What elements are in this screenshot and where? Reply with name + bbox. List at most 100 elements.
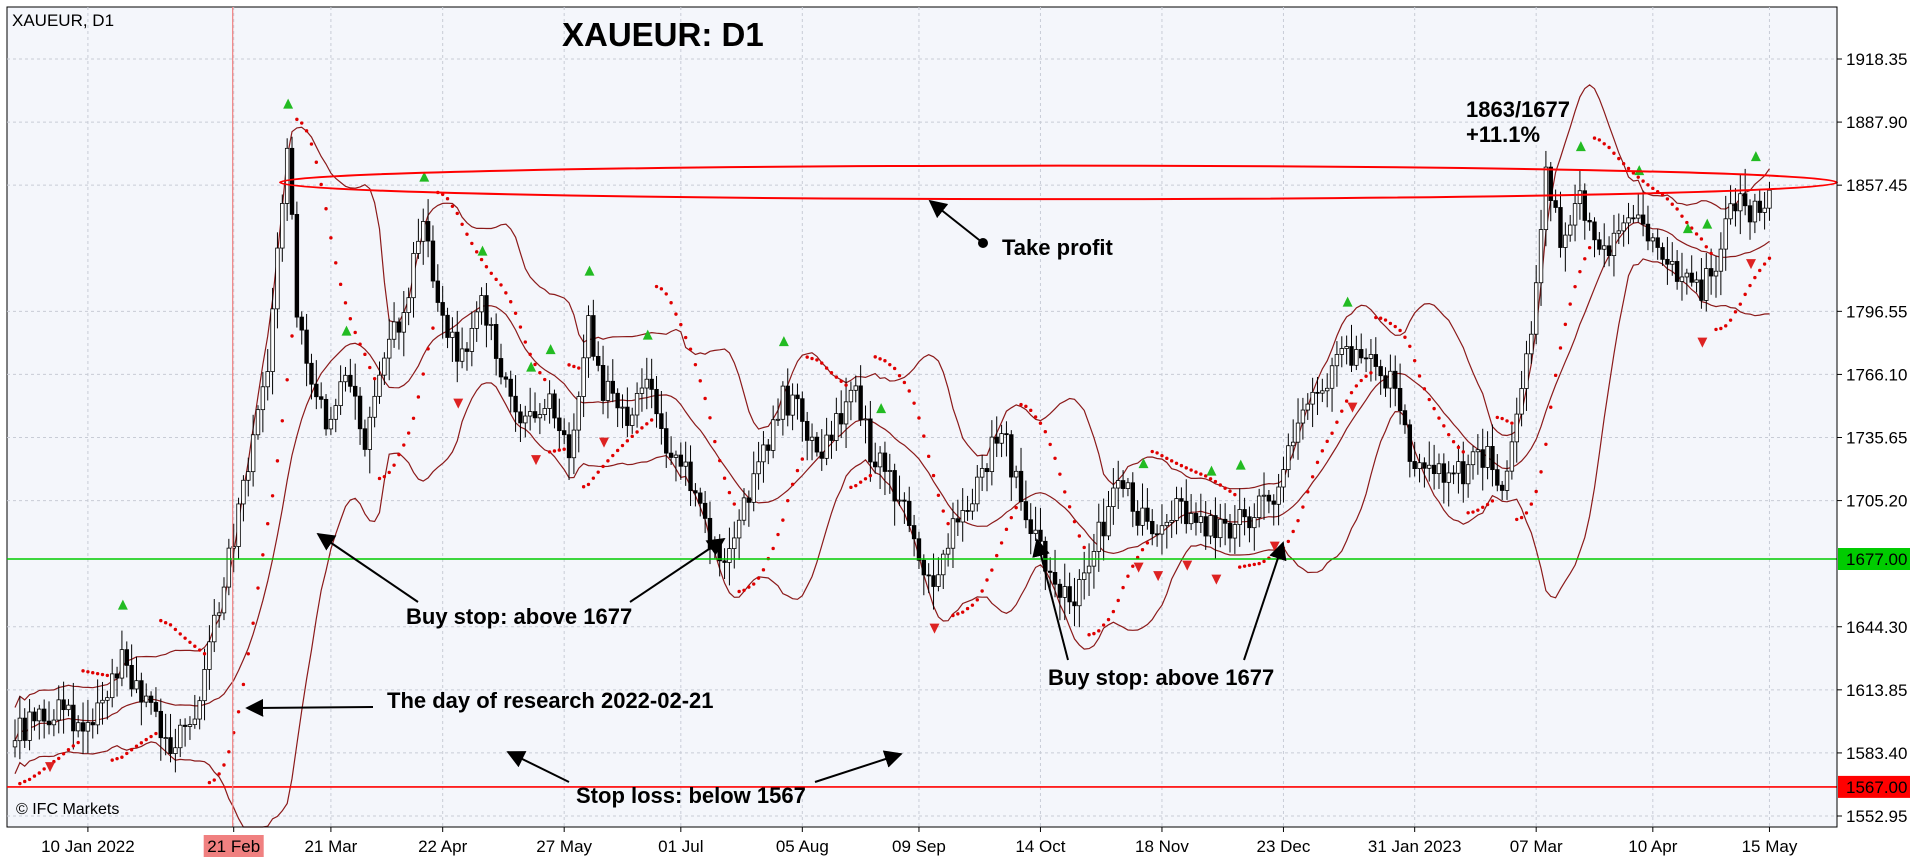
sar-dot	[776, 532, 780, 537]
candle-bull	[163, 737, 168, 739]
candle-bear	[139, 680, 144, 703]
fractal-down-marker: ▼	[930, 621, 940, 636]
candle-bull	[1577, 190, 1583, 205]
candle-bull	[250, 434, 256, 473]
sar-dot	[683, 335, 688, 340]
sar-dot	[1626, 166, 1631, 171]
annotation-arrows	[245, 199, 1287, 783]
candle-bull	[843, 401, 849, 425]
candle-bear	[829, 434, 834, 441]
candle-bear	[994, 436, 999, 444]
candle-bear	[1606, 245, 1612, 257]
sar-dot	[1106, 617, 1111, 622]
sar-dot	[1544, 442, 1548, 446]
sar-dot	[290, 334, 294, 338]
candle-bear	[600, 365, 606, 401]
sar-dot	[1694, 232, 1699, 236]
candle-bull	[1475, 449, 1481, 453]
candle-bear	[1665, 258, 1670, 265]
candle-bear	[1689, 272, 1694, 283]
candle-bull	[989, 436, 995, 473]
sar-dot	[421, 372, 425, 376]
sar-dot	[139, 741, 144, 745]
candle-bull	[1077, 579, 1082, 607]
sar-dot	[1558, 346, 1563, 350]
fractal-up-marker: ▲	[1702, 216, 1712, 231]
sar-dot	[1753, 275, 1757, 280]
sar-dot	[18, 781, 22, 786]
sar-dot	[557, 448, 562, 452]
sar-dot	[620, 443, 625, 448]
sar-dot	[790, 482, 795, 487]
candle-bear	[1393, 370, 1398, 389]
candle-bull	[1427, 464, 1432, 469]
candle-bear	[1490, 446, 1495, 471]
candle-bear	[304, 329, 309, 364]
candle-bear	[493, 324, 499, 359]
y-tick-label: 1796.55	[1846, 302, 1907, 321]
candle-bear	[688, 461, 693, 492]
sar-dot	[1573, 284, 1577, 289]
sar-dot	[1296, 518, 1300, 523]
sar-dot	[1451, 440, 1456, 444]
sar-dot	[664, 292, 668, 296]
sar-dot	[1539, 470, 1543, 474]
sar-dot	[1082, 545, 1086, 550]
candle-bear	[814, 436, 820, 453]
sar-dot	[1490, 499, 1495, 503]
sar-dot	[27, 777, 32, 782]
candle-bull	[260, 386, 266, 411]
sar-dot	[32, 774, 37, 778]
sar-dot	[1213, 479, 1218, 484]
sar-dot	[1762, 262, 1767, 266]
sar-dot	[479, 257, 484, 262]
candle-bull	[1470, 451, 1476, 466]
candle-bull	[421, 221, 426, 242]
candle-bear	[1412, 461, 1417, 470]
candle-bull	[887, 470, 892, 472]
sar-dot	[76, 740, 80, 745]
sar-dot	[1481, 505, 1485, 509]
fractal-down-marker: ▼	[45, 759, 55, 774]
candle-bull	[119, 649, 125, 679]
candle-bear	[1052, 572, 1058, 585]
candle-bear	[1023, 501, 1029, 521]
x-tick-label: 18 Nov	[1135, 837, 1189, 856]
candle-bull	[741, 497, 747, 521]
candle-bull	[382, 357, 387, 376]
candle-bull	[824, 434, 829, 459]
candle-bull	[950, 518, 956, 549]
candle-bear	[552, 393, 557, 419]
sar-dot	[1131, 564, 1135, 568]
candle-bull	[945, 547, 951, 555]
roi-percent-label: +11.1%	[1466, 122, 1540, 147]
candle-bear	[1495, 469, 1500, 486]
candle-bull	[207, 641, 212, 670]
candle-bear	[498, 358, 504, 378]
stop-loss-price-box	[1838, 775, 1910, 798]
sar-dot	[431, 326, 435, 330]
candle-bear	[464, 348, 470, 352]
sar-dot	[295, 117, 299, 122]
fractal-down-marker: ▼	[1134, 560, 1144, 575]
candle-bear	[1587, 220, 1592, 223]
sar-dot	[1447, 432, 1451, 437]
sar-dot	[1549, 405, 1553, 409]
candle-bear	[90, 722, 95, 726]
candle-bear	[1407, 424, 1413, 462]
candle-bull	[634, 393, 640, 416]
sar-dot	[202, 651, 207, 656]
candle-bull	[1485, 446, 1490, 468]
candle-bull	[780, 385, 786, 420]
sar-dot	[455, 211, 459, 216]
sar-dot	[1359, 378, 1363, 383]
candle-bear	[114, 673, 120, 679]
sar-dot	[824, 366, 829, 370]
candle-bull	[95, 702, 100, 726]
sar-dot	[722, 476, 727, 480]
candle-bear	[1582, 190, 1587, 221]
candle-bear	[32, 711, 37, 722]
candle-bull	[1509, 441, 1515, 472]
